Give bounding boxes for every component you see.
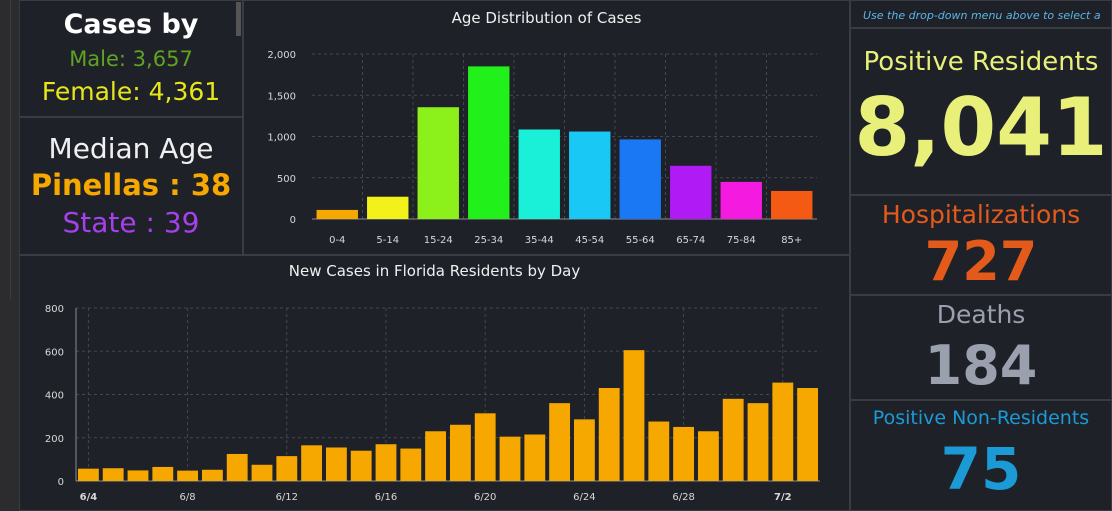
deaths-value: 184 xyxy=(924,334,1038,397)
daily-bar xyxy=(425,431,447,481)
daily-cases-panel: New Cases in Florida Residents by Day 0 2… xyxy=(19,255,850,511)
daily-bar xyxy=(400,448,422,481)
daily-bar xyxy=(77,468,99,481)
daily-y-tick-label: 600 xyxy=(45,347,64,358)
age-x-tick-label: 5-14 xyxy=(376,235,399,246)
daily-bar xyxy=(772,382,794,481)
age-bar xyxy=(720,181,762,219)
daily-bar xyxy=(251,464,273,481)
positive-residents-panel: Positive Residents 8,041 xyxy=(850,28,1112,195)
positive-non-residents-panel: Positive Non-Residents 75 xyxy=(850,400,1112,511)
daily-bar xyxy=(276,456,298,481)
daily-bar xyxy=(697,431,719,481)
daily-bar xyxy=(474,413,496,481)
daily-bar xyxy=(648,421,670,481)
daily-x-tick-label: 6/8 xyxy=(180,492,196,503)
positive-non-residents-label: Positive Non-Residents xyxy=(872,407,1090,429)
age-x-tick-label: 65-74 xyxy=(676,235,705,246)
age-y-tick-label: 1,500 xyxy=(267,91,296,102)
daily-bar xyxy=(673,426,695,481)
daily-x-tick-label: 6/16 xyxy=(375,492,397,503)
age-y-tick-label: 2,000 xyxy=(267,50,296,61)
daily-bar xyxy=(301,445,323,481)
daily-bar xyxy=(499,436,521,481)
daily-bar xyxy=(375,444,397,481)
age-bar xyxy=(619,139,661,219)
female-count: Female: 4,361 xyxy=(41,77,221,106)
age-bar xyxy=(569,131,611,219)
age-x-tick-label: 0-4 xyxy=(329,235,345,246)
cases-by-title: Cases by xyxy=(63,9,199,40)
daily-bar xyxy=(797,388,819,481)
median-age-pinellas: Pinellas : 38 xyxy=(30,168,232,202)
age-x-tick-label: 25-34 xyxy=(474,235,503,246)
age-bar xyxy=(367,196,409,219)
median-age-state: State : 39 xyxy=(62,206,200,239)
daily-bar xyxy=(722,398,744,481)
daily-x-tick-label: 6/24 xyxy=(573,492,595,503)
deaths-panel: Deaths 184 xyxy=(850,295,1112,400)
daily-bar xyxy=(449,424,471,481)
daily-chart-title: New Cases in Florida Residents by Day xyxy=(288,262,581,280)
age-chart-title: Age Distribution of Cases xyxy=(451,9,642,27)
hospitalizations-panel: Hospitalizations 727 xyxy=(850,195,1112,295)
daily-y-tick-label: 400 xyxy=(45,391,64,402)
dropdown-instruction-panel: Use the drop-down menu above to select a xyxy=(850,0,1112,28)
age-bar xyxy=(518,129,560,219)
median-age-title: Median Age xyxy=(48,132,214,165)
age-x-tick-label: 15-24 xyxy=(424,235,453,246)
cases-by-sex-panel: Cases by Male: 3,657 Female: 4,361 xyxy=(19,0,243,117)
daily-y-tick-label: 200 xyxy=(45,434,64,445)
daily-bar xyxy=(325,447,347,481)
left-edge-divider xyxy=(0,0,11,300)
age-bar xyxy=(771,190,813,219)
daily-y-tick-label: 800 xyxy=(45,304,64,315)
age-bar xyxy=(316,209,358,219)
positive-residents-value: 8,041 xyxy=(854,81,1108,174)
daily-bar xyxy=(177,470,199,481)
daily-y-tick-label: 0 xyxy=(58,477,64,488)
daily-bar xyxy=(549,403,571,481)
deaths-label: Deaths xyxy=(936,300,1026,329)
daily-x-tick-label: 6/20 xyxy=(474,492,496,503)
age-y-tick-label: 1,000 xyxy=(267,133,296,144)
age-bar xyxy=(417,107,459,219)
daily-bar xyxy=(102,468,124,481)
daily-bar xyxy=(573,419,595,481)
daily-bar xyxy=(623,350,645,481)
age-x-tick-label: 55-64 xyxy=(626,235,655,246)
daily-x-tick-label: 6/4 xyxy=(80,492,98,503)
daily-bar xyxy=(201,469,223,481)
daily-bar xyxy=(524,434,546,481)
age-y-tick-label: 0 xyxy=(290,215,296,226)
daily-bar xyxy=(598,388,620,481)
hospitalizations-label: Hospitalizations xyxy=(881,200,1081,229)
age-distribution-chart: 0 500 1,000 1,500 2,000 0-4 5-14 15-24 25-34 35-4… xyxy=(267,50,817,246)
daily-cases-chart: 0 200 400 600 800 6/4 6/8 6/12 6/16 6/20 6/24 6/28 7… xyxy=(45,304,820,503)
male-count: Male: 3,657 xyxy=(69,47,193,71)
age-bar xyxy=(670,165,712,219)
daily-bar xyxy=(127,470,149,481)
median-age-panel: Median Age Pinellas : 38 State : 39 xyxy=(19,117,243,255)
positive-non-residents-value: 75 xyxy=(940,435,1022,503)
dropdown-instruction-text: Use the drop-down menu above to select a xyxy=(863,9,1101,22)
daily-x-tick-label: 6/28 xyxy=(672,492,694,503)
scrollbar-thumb[interactable] xyxy=(236,2,241,36)
daily-bar xyxy=(152,466,174,481)
daily-bar xyxy=(226,453,248,481)
age-x-tick-label: 45-54 xyxy=(575,235,604,246)
age-x-tick-label: 85+ xyxy=(781,235,802,246)
age-x-tick-label: 35-44 xyxy=(525,235,554,246)
age-distribution-panel: Age Distribution of Cases 0 500 1,000 1,500… xyxy=(243,0,850,255)
hospitalizations-value: 727 xyxy=(924,230,1038,293)
daily-x-tick-label: 6/12 xyxy=(276,492,298,503)
age-y-tick-label: 500 xyxy=(277,174,296,185)
age-bar xyxy=(468,66,510,219)
daily-bar xyxy=(350,450,372,481)
daily-x-tick-label: 7/2 xyxy=(774,492,792,503)
daily-bar xyxy=(747,403,769,481)
positive-residents-label: Positive Residents xyxy=(863,47,1099,77)
age-x-tick-label: 75-84 xyxy=(727,235,756,246)
